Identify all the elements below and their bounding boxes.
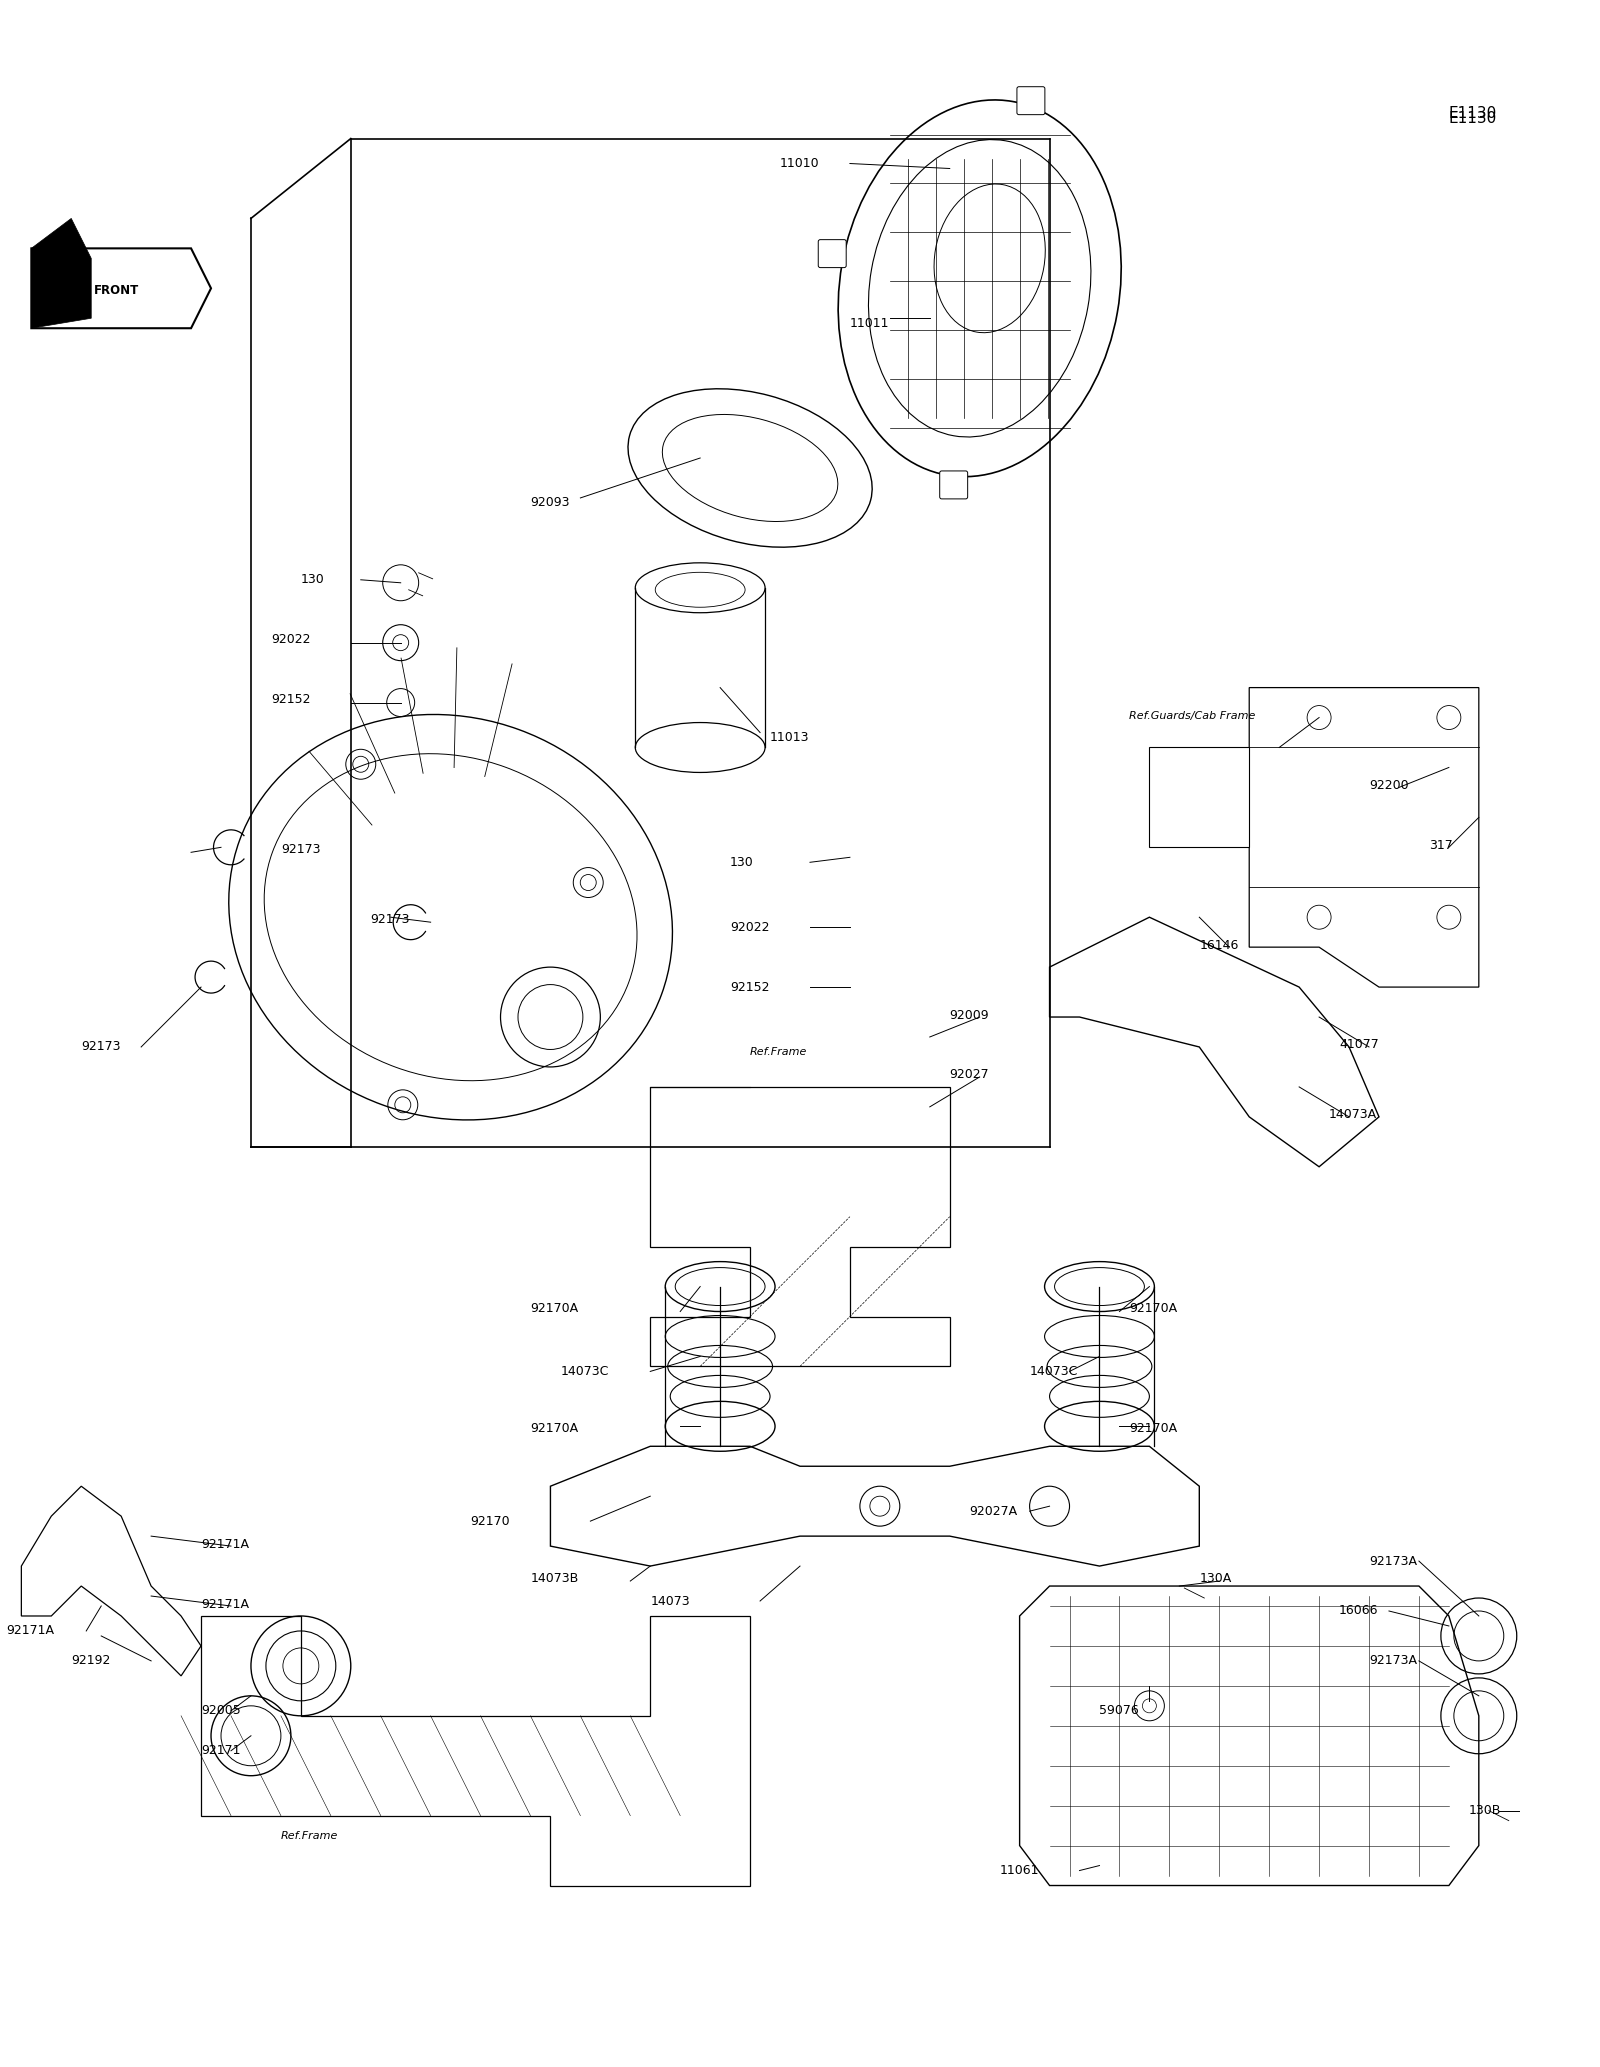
Text: 92027A: 92027A: [970, 1505, 1018, 1517]
Text: Ref.Guards/Cab Frame: Ref.Guards/Cab Frame: [1130, 711, 1256, 721]
Text: 92173: 92173: [282, 843, 320, 856]
Text: 92171A: 92171A: [202, 1538, 250, 1550]
Text: 130B: 130B: [1469, 1804, 1501, 1817]
Text: 11061: 11061: [1000, 1864, 1038, 1877]
Text: 130: 130: [301, 573, 325, 587]
Text: 92173: 92173: [82, 1040, 120, 1054]
FancyBboxPatch shape: [818, 240, 846, 267]
Text: 92170A: 92170A: [531, 1422, 579, 1434]
Text: 92022: 92022: [270, 633, 310, 647]
Text: 14073A: 14073A: [1330, 1108, 1378, 1122]
Text: 92170A: 92170A: [1130, 1302, 1178, 1315]
Text: 41077: 41077: [1339, 1038, 1379, 1052]
Text: 92152: 92152: [730, 980, 770, 994]
Text: 92093: 92093: [531, 496, 570, 508]
Text: 130: 130: [730, 856, 754, 868]
Text: 92009: 92009: [950, 1009, 989, 1021]
Text: 92173A: 92173A: [1370, 1554, 1418, 1567]
FancyBboxPatch shape: [1018, 87, 1045, 114]
Text: FRONT: FRONT: [93, 283, 139, 298]
Text: 14073: 14073: [650, 1594, 690, 1608]
Text: 11010: 11010: [781, 157, 819, 169]
Text: 317: 317: [1429, 839, 1453, 852]
FancyBboxPatch shape: [1149, 748, 1250, 847]
Text: 14073B: 14073B: [531, 1571, 579, 1585]
Text: 14073C: 14073C: [1030, 1364, 1078, 1379]
Text: 92170: 92170: [470, 1515, 510, 1528]
Text: 92152: 92152: [270, 692, 310, 707]
Text: 14073C: 14073C: [560, 1364, 608, 1379]
Text: 92027: 92027: [950, 1069, 989, 1081]
Text: 92173A: 92173A: [1370, 1654, 1418, 1668]
Text: E1130: E1130: [1450, 112, 1498, 126]
Text: 11013: 11013: [770, 732, 810, 744]
Text: 92171: 92171: [202, 1745, 240, 1757]
Text: Ref.Frame: Ref.Frame: [282, 1831, 338, 1840]
Text: 92171A: 92171A: [6, 1625, 54, 1637]
Polygon shape: [32, 219, 91, 329]
Text: Ref.Frame: Ref.Frame: [750, 1048, 808, 1056]
Text: 59076: 59076: [1099, 1705, 1139, 1718]
Text: E1130: E1130: [1450, 105, 1498, 122]
Text: 16066: 16066: [1339, 1604, 1379, 1618]
Text: 16146: 16146: [1200, 938, 1238, 951]
Text: 92200: 92200: [1370, 779, 1408, 792]
Text: 11011: 11011: [850, 316, 890, 331]
Text: 92005: 92005: [202, 1705, 240, 1718]
Text: 92170A: 92170A: [1130, 1422, 1178, 1434]
Text: 92022: 92022: [730, 920, 770, 934]
Text: 92171A: 92171A: [202, 1598, 250, 1610]
Text: 92170A: 92170A: [531, 1302, 579, 1315]
Text: 130A: 130A: [1200, 1571, 1232, 1585]
Text: 92173: 92173: [371, 914, 410, 926]
FancyBboxPatch shape: [939, 471, 968, 498]
Text: 92192: 92192: [72, 1654, 110, 1668]
